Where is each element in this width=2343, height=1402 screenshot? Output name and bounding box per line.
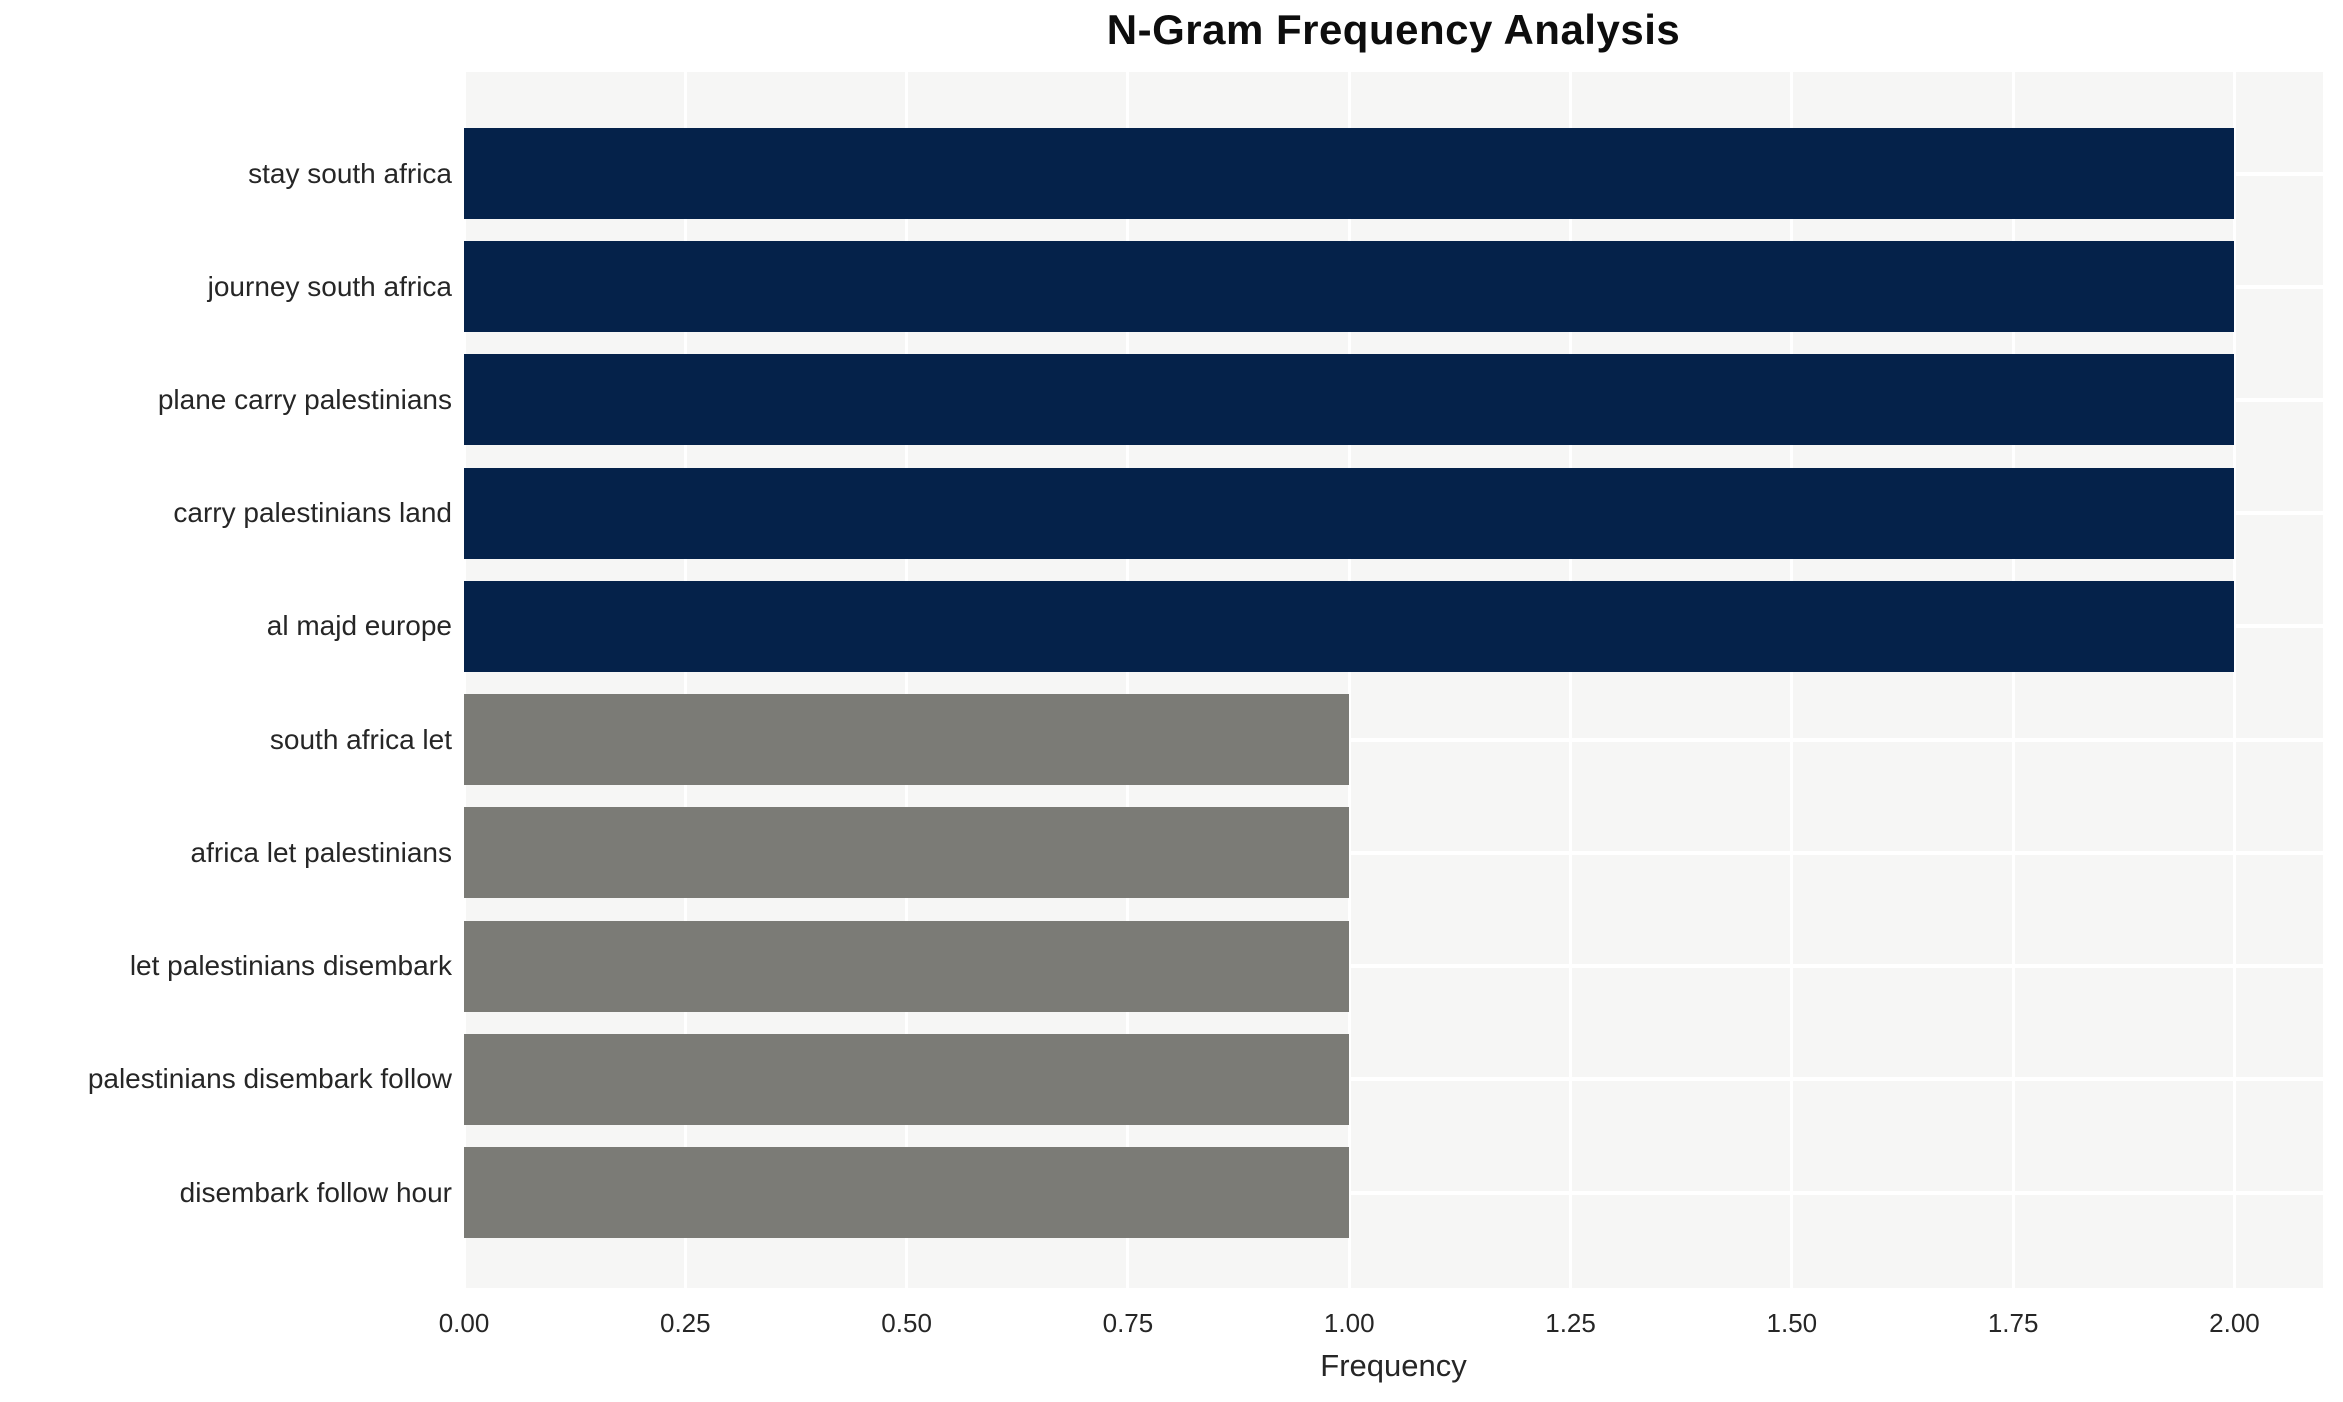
x-tick-label-2.00: 2.00	[2209, 1308, 2260, 1338]
x-tick-label-0.25: 0.25	[659, 1308, 711, 1338]
gridline-y-let-palestinians-disembark	[464, 964, 2323, 969]
y-tick-label-journey-south-africa: journey south africa	[207, 270, 452, 302]
gridline-y-south-africa-let	[464, 737, 2323, 742]
bar-let-palestinians-disembark	[464, 920, 1350, 1012]
gridline-x-0.25	[683, 72, 687, 1288]
bar-carry-palestinians-land	[464, 467, 2235, 559]
x-tick-label-0.00: 0.00	[438, 1308, 490, 1338]
y-tick-label-disembark-follow-hour: disembark follow hour	[179, 1176, 452, 1208]
gridline-x-0.00	[462, 72, 466, 1288]
bar-palestinians-disembark-follow	[464, 1033, 1350, 1125]
bar-africa-let-palestinians	[464, 807, 1350, 899]
y-tick-label-carry-palestinians-land: carry palestinians land	[173, 497, 452, 529]
x-axis-title: Frequency	[1320, 1348, 1467, 1383]
y-tick-label-stay-south-africa: stay south africa	[248, 157, 452, 189]
x-tick-label-1.50: 1.50	[1766, 1308, 1818, 1338]
y-tick-label-let-palestinians-disembark: let palestinians disembark	[129, 950, 452, 982]
gridline-x-0.75	[1126, 72, 1130, 1288]
y-tick-label-al-majd-europe: al majd europe	[266, 610, 452, 642]
x-tick-label-0.50: 0.50	[881, 1308, 932, 1338]
y-tick-label-africa-let-palestinians: africa let palestinians	[190, 836, 452, 868]
x-tick-label-1.00: 1.00	[1323, 1308, 1375, 1338]
bar-journey-south-africa	[464, 241, 2235, 333]
x-tick-label-1.25: 1.25	[1545, 1308, 1596, 1338]
gridline-x-1.75	[2011, 72, 2015, 1288]
bar-plane-carry-palestinians	[464, 354, 2235, 446]
y-tick-label-south-africa-let: south africa let	[269, 723, 452, 755]
gridline-x-1.50	[1790, 72, 1794, 1288]
gridline-y-africa-let-palestinians	[464, 850, 2323, 855]
bar-disembark-follow-hour	[464, 1147, 1350, 1238]
gridline-x-1.00	[1347, 72, 1351, 1288]
y-tick-label-palestinians-disembark-follow: palestinians disembark follow	[87, 1063, 452, 1095]
gridline-y-disembark-follow-hour	[464, 1190, 2323, 1195]
gridline-y-palestinians-disembark-follow	[464, 1077, 2323, 1082]
gridline-x-2.00	[2232, 72, 2236, 1288]
bar-al-majd-europe	[464, 580, 2235, 672]
bar-stay-south-africa	[464, 128, 2235, 219]
plot-area	[462, 72, 2323, 1288]
x-tick-label-0.75: 0.75	[1102, 1308, 1154, 1338]
x-tick-label-1.75: 1.75	[1987, 1308, 2039, 1338]
y-tick-label-plane-carry-palestinians: plane carry palestinians	[157, 383, 452, 415]
chart-title: N-Gram Frequency Analysis	[1106, 6, 1681, 53]
gridline-x-0.50	[905, 72, 909, 1288]
gridline-x-1.25	[1569, 72, 1573, 1288]
bar-south-africa-let	[464, 694, 1350, 786]
